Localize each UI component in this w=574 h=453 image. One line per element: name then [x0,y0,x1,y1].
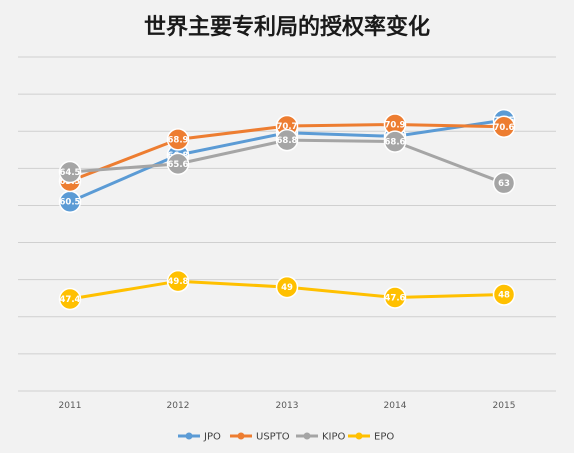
data-label-epo: 49 [281,283,293,293]
data-point-epo[interactable] [58,287,82,311]
data-point-kipo[interactable] [275,128,299,152]
data-label-uspto: 70.9 [385,121,406,131]
data-point-uspto[interactable] [492,115,516,139]
legend-item-uspto[interactable]: USPTO [230,432,290,443]
data-point-epo[interactable] [492,283,516,306]
data-label-kipo: 65.6 [168,160,189,170]
data-point-kipo[interactable] [492,171,516,195]
data-label-uspto: 70.7 [277,122,298,132]
series-points-kipo: 64.5 65.6 68.8 68.6 63 [58,128,516,195]
data-point-kipo[interactable] [383,130,407,153]
chart-title: 世界主要专利局的授权率变化 [144,14,430,40]
data-label-epo: 49.8 [168,277,189,287]
legend-label: USPTO [256,432,290,443]
legend-label: KIPO [322,432,346,443]
series-points-epo: 47.4 49.8 49 47.6 48 [58,269,516,311]
data-point-epo[interactable] [275,275,299,299]
data-point-uspto[interactable] [166,128,190,151]
x-axis-ticks: 2011 2012 2013 2014 2015 [59,401,516,411]
data-label-jpo: 60.5 [60,198,81,208]
x-tick-label: 2011 [59,401,82,411]
data-label-uspto: 70.6 [494,123,515,133]
legend-marker [303,432,311,440]
legend: JPO USPTO KIPO EPO [178,432,394,443]
data-label-kipo: 64.5 [60,168,81,178]
legend-item-kipo[interactable]: KIPO [296,432,346,443]
data-label-kipo: 68.6 [385,138,406,148]
legend-item-jpo[interactable]: JPO [178,432,221,443]
gridlines [18,56,556,392]
data-label-kipo: 68.8 [277,136,298,146]
data-label-kipo: 63 [498,179,510,189]
data-label-uspto: 68.9 [168,135,189,145]
x-tick-label: 2013 [276,401,299,411]
series-layer: 60.566.869.869.371.563.368.970.770.970.6… [58,108,516,311]
x-tick-label: 2014 [384,401,407,411]
legend-item-epo[interactable]: EPO [348,432,394,443]
data-point-kipo[interactable] [166,152,190,176]
legend-marker [355,432,363,440]
data-point-epo[interactable] [166,269,190,293]
data-label-epo: 47.4 [60,295,81,305]
data-point-kipo[interactable] [58,160,82,184]
x-tick-label: 2012 [167,401,190,411]
data-label-epo: 48 [498,291,510,301]
data-point-epo[interactable] [383,286,407,309]
legend-marker [237,432,245,440]
data-label-epo: 47.6 [385,293,406,303]
legend-label: JPO [203,432,221,443]
legend-marker [185,432,193,440]
legend-label: EPO [374,432,394,443]
x-tick-label: 2015 [493,401,516,411]
